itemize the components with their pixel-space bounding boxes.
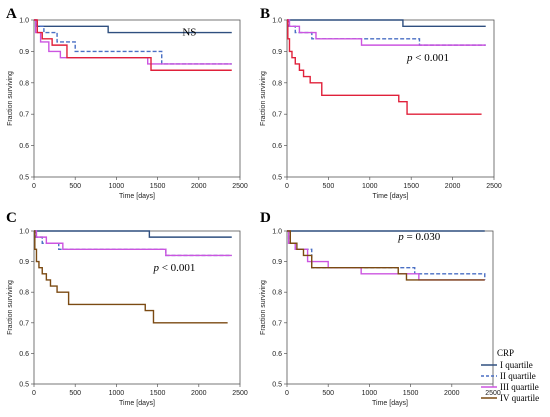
y-tick-label: 0.9: [272, 259, 282, 266]
panel-c: C 0.5 0.6 0.7 0.8 0.9 1.0 0 500 1000 1500 2000 2500 T…: [6, 210, 248, 407]
x-axis-label: Time [days]: [119, 400, 155, 407]
y-tick-label: 0.9: [19, 49, 29, 56]
x-tick-label: 2500: [232, 183, 248, 190]
y-tick-label: 0.5: [19, 382, 29, 389]
legend-label: I quartile: [500, 360, 533, 370]
y-tick-label: 0.6: [272, 351, 282, 358]
y-tick-label: 0.7: [272, 320, 282, 327]
significance-annotation: p < 0.001: [152, 262, 195, 274]
x-tick-label: 1000: [109, 390, 125, 397]
x-axis-label: Time [days]: [373, 193, 409, 200]
legend-label: II quartile: [500, 371, 536, 381]
plot-frame: [33, 230, 241, 385]
y-tick-label: 0.7: [272, 112, 282, 119]
y-tick-label: 0.8: [272, 80, 282, 87]
x-tick-label: 500: [323, 183, 335, 190]
panel-b: B 0.5 0.6 0.7 0.8 0.9 1.0 0 500 1000 1500 2000 2500 T…: [260, 6, 502, 200]
y-tick-label: 0.6: [19, 351, 29, 358]
panel-d: D 0.5 0.6 0.7 0.8 0.9 1.0 0 500 1000 1500 2000 2500 T…: [260, 210, 501, 407]
series-iv-quartile-line: [34, 230, 228, 324]
series-ii-quartile-line: [34, 19, 232, 65]
x-tick-label: 1000: [109, 183, 125, 190]
y-tick-label: 0.7: [19, 112, 29, 119]
x-tick-label: 1500: [150, 390, 166, 397]
y-tick-label: 1.0: [19, 18, 29, 25]
y-tick-label: 0.8: [19, 290, 29, 297]
y-tick-label: 0.9: [272, 49, 282, 56]
plot-frame: [286, 230, 494, 385]
y-tick-label: 0.6: [272, 143, 282, 150]
y-tick-label: 0.8: [272, 290, 282, 297]
series-iv-quartile-line: [287, 19, 482, 115]
y-tick-label: 0.6: [19, 143, 29, 150]
legend-title: CRP: [497, 348, 514, 358]
series-iv-quartile-line: [287, 230, 485, 281]
y-axis-label: Fraction surviving: [260, 280, 267, 335]
x-tick-label: 1500: [403, 390, 419, 397]
x-tick-label: 500: [69, 183, 81, 190]
series-i-quartile-line: [287, 19, 486, 27]
significance-annotation: p = 0.030: [397, 231, 440, 243]
series-iii-quartile-line: [34, 19, 232, 65]
x-tick-label: 2000: [191, 183, 207, 190]
x-tick-label: 1000: [362, 390, 378, 397]
series-iii-quartile-line: [34, 230, 232, 257]
x-tick-label: 1500: [150, 183, 166, 190]
panel-letter: C: [6, 210, 17, 226]
y-tick-label: 0.5: [272, 382, 282, 389]
y-tick-label: 0.5: [272, 175, 282, 182]
series-ii-quartile-line: [287, 19, 486, 46]
series-ii-quartile-line: [34, 230, 232, 257]
x-tick-label: 0: [285, 390, 289, 397]
series-iii-quartile-line: [287, 19, 486, 46]
x-tick-label: 0: [285, 183, 289, 190]
x-tick-label: 2000: [445, 183, 461, 190]
legend-label: III quartile: [500, 382, 539, 392]
x-tick-label: 0: [32, 183, 36, 190]
y-axis-label: Fraction surviving: [260, 71, 267, 126]
plot-frame: [33, 19, 241, 178]
panel-letter: A: [6, 6, 17, 22]
y-tick-label: 0.8: [19, 80, 29, 87]
panel-a: A 0.5 0.6 0.7 0.8 0.9 1.0 0 500 1000 1500 2000 2500 T…: [6, 6, 248, 200]
x-axis-label: Time [days]: [119, 193, 155, 200]
x-tick-label: 500: [69, 390, 81, 397]
x-tick-label: 2500: [485, 390, 501, 397]
y-tick-label: 0.9: [19, 259, 29, 266]
x-tick-label: 2500: [486, 183, 502, 190]
panel-letter: B: [260, 6, 270, 22]
x-tick-label: 2000: [191, 390, 207, 397]
y-tick-label: 1.0: [272, 229, 282, 236]
series-i-quartile-line: [34, 19, 232, 34]
significance-annotation: p < 0.001: [406, 52, 449, 64]
series-iv-quartile-line: [34, 19, 232, 71]
series-ii-quartile-line: [287, 230, 486, 280]
y-axis-label: Fraction surviving: [7, 71, 14, 126]
y-axis-label: Fraction surviving: [7, 280, 14, 335]
y-tick-label: 1.0: [19, 229, 29, 236]
y-tick-label: 1.0: [272, 18, 282, 25]
plot-frame: [286, 19, 495, 178]
series-iii-quartile-line: [287, 230, 485, 281]
x-tick-label: 500: [322, 390, 334, 397]
x-tick-label: 1000: [362, 183, 378, 190]
y-tick-label: 0.7: [19, 320, 29, 327]
significance-annotation: NS: [182, 27, 196, 39]
x-tick-label: 2000: [444, 390, 460, 397]
x-tick-label: 2500: [232, 390, 248, 397]
x-tick-label: 0: [32, 390, 36, 397]
panel-letter: D: [260, 210, 271, 226]
series-i-quartile-line: [34, 230, 232, 238]
x-axis-label: Time [days]: [372, 400, 408, 407]
legend-label: IV quartile: [500, 393, 539, 403]
y-tick-label: 0.5: [19, 175, 29, 182]
x-tick-label: 1500: [403, 183, 419, 190]
